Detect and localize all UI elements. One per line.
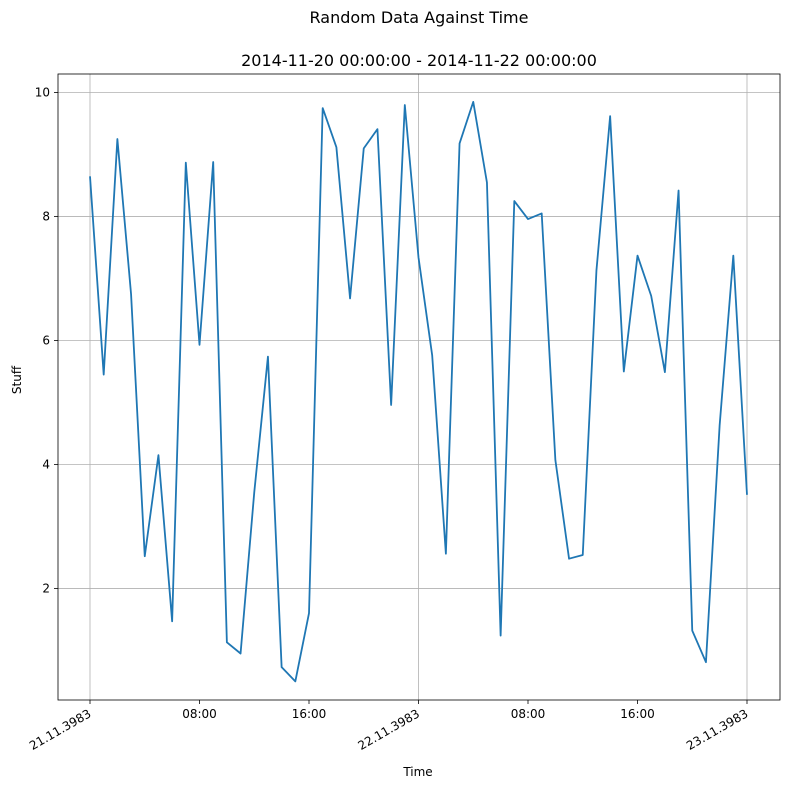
x-tick-label-5: 16:00 — [620, 707, 655, 721]
x-tick-label-2: 16:00 — [292, 707, 327, 721]
x-tick-label-0: 21.11.3983 — [27, 706, 94, 752]
chart-title: 2014-11-20 00:00:00 - 2014-11-22 00:00:0… — [241, 51, 597, 70]
tick-layer: 2 4 6 8 10 21.11.3983 08:00 16:00 22.11.3983 08:0… — [27, 86, 751, 753]
y-axis-label: Stuff — [10, 365, 24, 394]
y-tick-label-3: 8 — [42, 210, 50, 224]
series-layer — [89, 100, 748, 683]
chart-suptitle: Random Data Against Time — [310, 8, 529, 27]
x-tick-label-3: 22.11.3983 — [355, 706, 422, 752]
y-tick-label-4: 10 — [35, 86, 50, 100]
x-tick-label-4: 08:00 — [511, 707, 546, 721]
x-tick-label-1: 08:00 — [182, 707, 217, 721]
axes-layer — [57, 73, 781, 701]
plot-frame — [57, 73, 781, 701]
x-tick-label-6: 23.11.3983 — [684, 706, 751, 752]
y-tick-label-1: 4 — [42, 457, 50, 471]
grid-layer — [58, 74, 780, 700]
y-tick-label-2: 6 — [42, 334, 50, 348]
y-tick-label-0: 2 — [42, 581, 50, 595]
series-line-0 — [89, 100, 748, 683]
x-axis-label: Time — [402, 765, 432, 779]
